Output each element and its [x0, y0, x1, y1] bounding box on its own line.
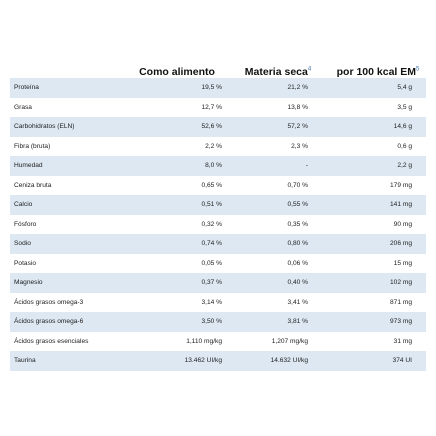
table-row: Ceniza bruta 0,65 % 0,70 % 179 mg [10, 176, 426, 196]
header-per-100kcal: por 100 kcal EM5 [336, 66, 420, 78]
value-dry-matter: 0,80 % [226, 234, 330, 254]
value-dry-matter: 3,41 % [287, 298, 308, 306]
table-row: Carbohidratos (ELN) 52,6 % 57,2 % 14,6 g [10, 117, 426, 137]
value-as-food: 0,32 % [201, 220, 222, 228]
nutrient-name: Humedad [10, 156, 128, 176]
table-row: Ácidos grasos esenciales 1,110 mg/kg 1,207… [10, 332, 426, 352]
nutrient-name: Calcio [10, 195, 128, 215]
table-row: Potasio 0,05 % 0,06 % 15 mg [10, 254, 426, 274]
value-per-100kcal: 871 mg [390, 298, 412, 306]
value-dry-matter: 3,81 % [226, 312, 330, 332]
value-dry-matter: 2,3 % [291, 142, 308, 150]
value-per-100kcal: 206 mg [330, 234, 426, 254]
value-as-food: 3,50 % [128, 312, 226, 332]
nutrient-name: Potasio [14, 259, 36, 267]
value-as-food: 0,05 % [201, 259, 222, 267]
footnote-5-link[interactable]: 5 [416, 66, 420, 73]
table-row: Calcio 0,51 % 0,55 % 141 mg [10, 195, 426, 215]
footnote-4-link[interactable]: 4 [307, 66, 312, 73]
value-as-food: 13.462 UI/kg [128, 351, 226, 371]
value-dry-matter: 13,8 % [287, 103, 308, 111]
table-row: Grasa 12,7 % 13,8 % 3,5 g [10, 98, 426, 118]
table-row: Fósforo 0,32 % 0,35 % 90 mg [10, 215, 426, 235]
header-row: Como alimento Materia seca4 por 100 kcal… [10, 58, 426, 78]
value-as-food: 0,74 % [128, 234, 226, 254]
value-as-food: 2,2 % [205, 142, 222, 150]
table-row: Humedad 8,0 % -2,2 g [10, 156, 426, 176]
table-row: Sodio 0,74 % 0,80 % 206 mg [10, 234, 426, 254]
value-as-food: 0,37 % [128, 273, 226, 293]
table-row: Taurina 13.462 UI/kg 14.632 UI/kg 374 UI [10, 351, 426, 371]
value-as-food: 1,110 mg/kg [186, 337, 222, 345]
header-dry-matter: Materia seca4 [244, 66, 312, 78]
value-per-100kcal: 102 mg [330, 273, 426, 293]
nutrient-name: Fósforo [14, 220, 37, 228]
table-row: Magnesio 0,37 % 0,40 % 102 mg [10, 273, 426, 293]
nutrient-name: Ceniza bruta [14, 181, 52, 189]
nutrient-name: Carbohidratos (ELN) [10, 117, 128, 137]
value-dry-matter: 0,40 % [226, 273, 330, 293]
value-per-100kcal: 973 mg [330, 312, 426, 332]
value-dry-matter: 0,55 % [226, 195, 330, 215]
value-per-100kcal: 5,4 g [330, 78, 426, 98]
value-dry-matter: 0,06 % [287, 259, 308, 267]
value-as-food: 3,14 % [201, 298, 222, 306]
table-row: Ácidos grasos omega-6 3,50 % 3,81 % 973 mg [10, 312, 426, 332]
nutrient-name: Ácidos grasos omega-3 [14, 298, 84, 306]
value-per-100kcal: 0,6 g [397, 142, 412, 150]
value-dry-matter: 1,207 mg/kg [271, 337, 308, 345]
header-as-food: Como alimento [139, 66, 215, 78]
value-as-food: 8,0 % [128, 156, 226, 176]
value-per-100kcal: 15 mg [393, 259, 412, 267]
value-per-100kcal: 141 mg [330, 195, 426, 215]
value-as-food: 19,5 % [128, 78, 226, 98]
value-per-100kcal: 2,2 g [330, 156, 426, 176]
value-per-100kcal: 179 mg [390, 181, 412, 189]
nutrient-name: Ácidos grasos esenciales [14, 337, 89, 345]
value-dry-matter: 0,35 % [287, 220, 308, 228]
value-dry-matter: 14.632 UI/kg [226, 351, 330, 371]
value-per-100kcal: 90 mg [393, 220, 412, 228]
value-dry-matter: 0,70 % [287, 181, 308, 189]
value-per-100kcal: 31 mg [393, 337, 412, 345]
value-as-food: 12,7 % [201, 103, 222, 111]
value-as-food: 52,6 % [128, 117, 226, 137]
nutrient-name: Sodio [10, 234, 128, 254]
value-per-100kcal: 14,6 g [330, 117, 426, 137]
nutrition-table: Como alimento Materia seca4 por 100 kcal… [10, 58, 426, 371]
nutrient-name: Taurina [10, 351, 128, 371]
value-per-100kcal: 374 UI [330, 351, 426, 371]
table-row: Fibra (bruta) 2,2 % 2,3 % 0,6 g [10, 137, 426, 157]
nutrient-name: Grasa [14, 103, 32, 111]
nutrient-name: Fibra (bruta) [14, 142, 51, 150]
value-per-100kcal: 3,5 g [397, 103, 412, 111]
value-dry-matter: 57,2 % [226, 117, 330, 137]
value-dry-matter: 21,2 % [226, 78, 330, 98]
nutrient-name: Magnesio [10, 273, 128, 293]
nutrient-name: Proteína [10, 78, 128, 98]
value-as-food: 0,65 % [201, 181, 222, 189]
value-as-food: 0,51 % [128, 195, 226, 215]
nutrient-name: Ácidos grasos omega-6 [10, 312, 128, 332]
table-row: Proteína 19,5 % 21,2 % 5,4 g [10, 78, 426, 98]
header-blank [10, 58, 128, 78]
table-row: Ácidos grasos omega-3 3,14 % 3,41 % 871 mg [10, 293, 426, 313]
value-dry-matter: - [226, 156, 330, 176]
